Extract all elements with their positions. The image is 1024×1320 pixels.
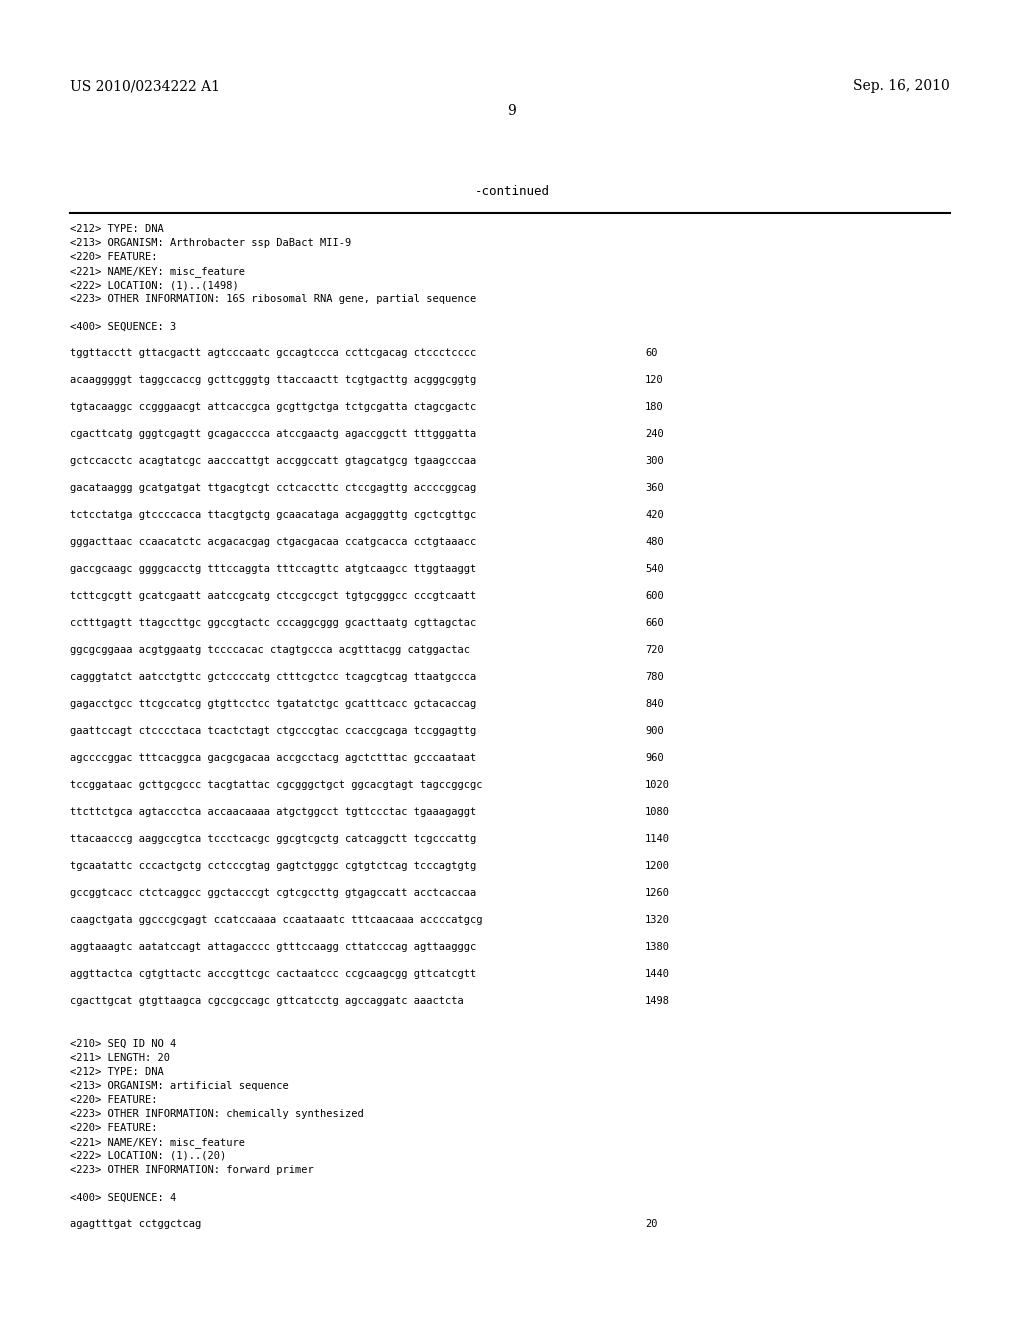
Text: <213> ORGANISM: Arthrobacter ssp DaBact MII-9: <213> ORGANISM: Arthrobacter ssp DaBact … — [70, 238, 351, 248]
Text: 20: 20 — [645, 1218, 657, 1229]
Text: tccggataac gcttgcgccc tacgtattac cgcgggctgct ggcacgtagt tagccggcgc: tccggataac gcttgcgccc tacgtattac cgcgggc… — [70, 780, 482, 789]
Text: <210> SEQ ID NO 4: <210> SEQ ID NO 4 — [70, 1039, 176, 1049]
Text: 9: 9 — [508, 104, 516, 117]
Text: <223> OTHER INFORMATION: 16S ribosomal RNA gene, partial sequence: <223> OTHER INFORMATION: 16S ribosomal R… — [70, 294, 476, 304]
Text: tcttcgcgtt gcatcgaatt aatccgcatg ctccgccgct tgtgcgggcc cccgtcaatt: tcttcgcgtt gcatcgaatt aatccgcatg ctccgcc… — [70, 591, 476, 601]
Text: cctttgagtt ttagccttgc ggccgtactc cccaggcggg gcacttaatg cgttagctac: cctttgagtt ttagccttgc ggccgtactc cccaggc… — [70, 618, 476, 628]
Text: 540: 540 — [645, 564, 664, 574]
Text: agagtttgat cctggctcag: agagtttgat cctggctcag — [70, 1218, 202, 1229]
Text: 720: 720 — [645, 645, 664, 655]
Text: 1380: 1380 — [645, 942, 670, 952]
Text: 1020: 1020 — [645, 780, 670, 789]
Text: 780: 780 — [645, 672, 664, 682]
Text: US 2010/0234222 A1: US 2010/0234222 A1 — [70, 79, 220, 92]
Text: 1440: 1440 — [645, 969, 670, 979]
Text: gaccgcaagc ggggcacctg tttccaggta tttccagttc atgtcaagcc ttggtaaggt: gaccgcaagc ggggcacctg tttccaggta tttccag… — [70, 564, 476, 574]
Text: <223> OTHER INFORMATION: chemically synthesized: <223> OTHER INFORMATION: chemically synt… — [70, 1109, 364, 1119]
Text: cgacttgcat gtgttaagca cgccgccagc gttcatcctg agccaggatc aaactcta: cgacttgcat gtgttaagca cgccgccagc gttcatc… — [70, 997, 464, 1006]
Text: 960: 960 — [645, 752, 664, 763]
Text: gaattccagt ctcccctaca tcactctagt ctgcccgtac ccaccgcaga tccggagttg: gaattccagt ctcccctaca tcactctagt ctgcccg… — [70, 726, 476, 737]
Text: 1140: 1140 — [645, 834, 670, 843]
Text: <213> ORGANISM: artificial sequence: <213> ORGANISM: artificial sequence — [70, 1081, 289, 1092]
Text: 120: 120 — [645, 375, 664, 385]
Text: gggacttaac ccaacatctc acgacacgag ctgacgacaa ccatgcacca cctgtaaacc: gggacttaac ccaacatctc acgacacgag ctgacga… — [70, 537, 476, 546]
Text: gccggtcacc ctctcaggcc ggctacccgt cgtcgccttg gtgagccatt acctcaccaa: gccggtcacc ctctcaggcc ggctacccgt cgtcgcc… — [70, 888, 476, 898]
Text: <220> FEATURE:: <220> FEATURE: — [70, 1123, 158, 1133]
Text: ttacaacccg aaggccgtca tccctcacgc ggcgtcgctg catcaggctt tcgcccattg: ttacaacccg aaggccgtca tccctcacgc ggcgtcg… — [70, 834, 476, 843]
Text: cagggtatct aatcctgttc gctccccatg ctttcgctcc tcagcgtcag ttaatgccca: cagggtatct aatcctgttc gctccccatg ctttcgc… — [70, 672, 476, 682]
Text: acaagggggt taggccaccg gcttcgggtg ttaccaactt tcgtgacttg acgggcggtg: acaagggggt taggccaccg gcttcgggtg ttaccaa… — [70, 375, 476, 385]
Text: caagctgata ggcccgcgagt ccatccaaaa ccaataaatc tttcaacaaa accccatgcg: caagctgata ggcccgcgagt ccatccaaaa ccaata… — [70, 915, 482, 925]
Text: 1200: 1200 — [645, 861, 670, 871]
Text: <221> NAME/KEY: misc_feature: <221> NAME/KEY: misc_feature — [70, 1137, 245, 1148]
Text: tgtacaaggc ccgggaacgt attcaccgca gcgttgctga tctgcgatta ctagcgactc: tgtacaaggc ccgggaacgt attcaccgca gcgttgc… — [70, 403, 476, 412]
Text: 840: 840 — [645, 700, 664, 709]
Text: <220> FEATURE:: <220> FEATURE: — [70, 1096, 158, 1105]
Text: tgcaatattc cccactgctg cctcccgtag gagtctgggc cgtgtctcag tcccagtgtg: tgcaatattc cccactgctg cctcccgtag gagtctg… — [70, 861, 476, 871]
Text: aggtaaagtc aatatccagt attagacccc gtttccaagg cttatcccag agttaagggc: aggtaaagtc aatatccagt attagacccc gtttcca… — [70, 942, 476, 952]
Text: gagacctgcc ttcgccatcg gtgttcctcc tgatatctgc gcatttcacc gctacaccag: gagacctgcc ttcgccatcg gtgttcctcc tgatatc… — [70, 700, 476, 709]
Text: tggttacctt gttacgactt agtcccaatc gccagtccca ccttcgacag ctccctcccc: tggttacctt gttacgactt agtcccaatc gccagtc… — [70, 348, 476, 358]
Text: 60: 60 — [645, 348, 657, 358]
Text: aggttactca cgtgttactc acccgttcgc cactaatccc ccgcaagcgg gttcatcgtt: aggttactca cgtgttactc acccgttcgc cactaat… — [70, 969, 476, 979]
Text: cgacttcatg gggtcgagtt gcagacccca atccgaactg agaccggctt tttgggatta: cgacttcatg gggtcgagtt gcagacccca atccgaa… — [70, 429, 476, 440]
Text: 420: 420 — [645, 510, 664, 520]
Text: 600: 600 — [645, 591, 664, 601]
Text: <212> TYPE: DNA: <212> TYPE: DNA — [70, 224, 164, 234]
Text: 1498: 1498 — [645, 997, 670, 1006]
Text: 1260: 1260 — [645, 888, 670, 898]
Text: 240: 240 — [645, 429, 664, 440]
Text: <212> TYPE: DNA: <212> TYPE: DNA — [70, 1067, 164, 1077]
Text: tctcctatga gtccccacca ttacgtgctg gcaacataga acgagggttg cgctcgttgc: tctcctatga gtccccacca ttacgtgctg gcaacat… — [70, 510, 476, 520]
Text: gctccacctc acagtatcgc aacccattgt accggccatt gtagcatgcg tgaagcccaa: gctccacctc acagtatcgc aacccattgt accggcc… — [70, 455, 476, 466]
Text: <220> FEATURE:: <220> FEATURE: — [70, 252, 158, 261]
Text: agccccggac tttcacggca gacgcgacaa accgcctacg agctctttac gcccaataat: agccccggac tttcacggca gacgcgacaa accgcct… — [70, 752, 476, 763]
Text: <222> LOCATION: (1)..(20): <222> LOCATION: (1)..(20) — [70, 1151, 226, 1162]
Text: ttcttctgca agtaccctca accaacaaaa atgctggcct tgttccctac tgaaagaggt: ttcttctgca agtaccctca accaacaaaa atgctgg… — [70, 807, 476, 817]
Text: <211> LENGTH: 20: <211> LENGTH: 20 — [70, 1053, 170, 1063]
Text: ggcgcggaaa acgtggaatg tccccacac ctagtgccca acgtttacgg catggactac: ggcgcggaaa acgtggaatg tccccacac ctagtgcc… — [70, 645, 470, 655]
Text: Sep. 16, 2010: Sep. 16, 2010 — [853, 79, 950, 92]
Text: <222> LOCATION: (1)..(1498): <222> LOCATION: (1)..(1498) — [70, 280, 239, 290]
Text: 900: 900 — [645, 726, 664, 737]
Text: 180: 180 — [645, 403, 664, 412]
Text: 300: 300 — [645, 455, 664, 466]
Text: 480: 480 — [645, 537, 664, 546]
Text: 1320: 1320 — [645, 915, 670, 925]
Text: <400> SEQUENCE: 3: <400> SEQUENCE: 3 — [70, 322, 176, 333]
Text: 660: 660 — [645, 618, 664, 628]
Text: gacataaggg gcatgatgat ttgacgtcgt cctcaccttc ctccgagttg accccggcag: gacataaggg gcatgatgat ttgacgtcgt cctcacc… — [70, 483, 476, 492]
Text: <223> OTHER INFORMATION: forward primer: <223> OTHER INFORMATION: forward primer — [70, 1166, 313, 1175]
Text: 1080: 1080 — [645, 807, 670, 817]
Text: <400> SEQUENCE: 4: <400> SEQUENCE: 4 — [70, 1193, 176, 1203]
Text: 360: 360 — [645, 483, 664, 492]
Text: -continued: -continued — [474, 185, 550, 198]
Text: <221> NAME/KEY: misc_feature: <221> NAME/KEY: misc_feature — [70, 267, 245, 277]
